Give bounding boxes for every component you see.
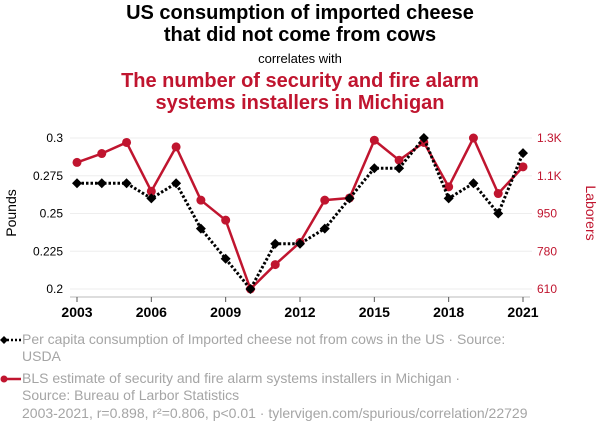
series-installers-point <box>468 133 478 143</box>
series-installers-point <box>122 137 132 147</box>
y-axis-label-right: Laborers <box>583 185 599 240</box>
series-installers-point <box>493 189 503 199</box>
legend-text-installers-line1: BLS estimate of security and fire alarm … <box>22 370 461 386</box>
legend-marker-diamond-dotted-icon <box>0 336 21 344</box>
x-tick-label: 2018 <box>433 304 464 320</box>
x-tick-label: 2003 <box>61 304 92 320</box>
chart-subtitle: correlates with <box>258 51 342 66</box>
y-tick-label-right: 780 <box>537 244 557 258</box>
series-cheese-point <box>121 178 132 189</box>
series-cheese-point <box>493 208 504 219</box>
series-cheese-point <box>220 253 231 264</box>
y-tick-label-left: 0.225 <box>33 244 63 258</box>
series-cheese-point <box>344 193 355 204</box>
y-tick-label-left: 0.275 <box>33 169 63 183</box>
y-tick-label-right: 1.1K <box>537 169 562 183</box>
series-layer <box>72 133 528 294</box>
y-tick-label-left: 0.3 <box>46 131 63 145</box>
chart-plot: 0.2 0.225 0.25 0.275 0.3 610 780 950 1.1K 1.3K 200… <box>3 131 599 320</box>
y-axis-label-left: Pounds <box>3 189 19 236</box>
chart-second-title-line2: systems installers in Michigan <box>155 92 445 114</box>
y-tick-label-right: 610 <box>537 282 557 296</box>
series-cheese-point <box>418 133 429 143</box>
series-cheese-point <box>195 223 206 234</box>
x-tick-label: 2006 <box>136 304 167 320</box>
legend-text-cheese: Per capita consumption of Imported chees… <box>22 331 562 365</box>
series-installers-point <box>72 157 82 167</box>
y-tick-label-right: 950 <box>537 207 557 221</box>
series-cheese-point <box>171 178 182 189</box>
series-installers-point <box>146 186 156 196</box>
series-installers-point <box>97 149 107 159</box>
series-installers-point <box>171 142 181 152</box>
x-tick-label: 2015 <box>359 304 390 320</box>
chart-title-line2: that did not come from cows <box>163 24 437 46</box>
chart-title-line1: US consumption of imported cheese <box>126 2 474 24</box>
series-cheese-point <box>443 193 454 204</box>
y-tick-label-left: 0.2 <box>46 282 63 296</box>
legend-marker-circle-solid-icon <box>0 375 21 383</box>
legend-text-cheese-line1: Per capita consumption of Imported chees… <box>22 331 506 347</box>
series-installers-point <box>518 162 528 172</box>
axes: 0.2 0.225 0.25 0.275 0.3 610 780 950 1.1K 1.3K 200… <box>33 131 562 320</box>
y-tick-label-left: 0.25 <box>40 207 64 221</box>
legend-text-installers: BLS estimate of security and fire alarm … <box>22 370 562 404</box>
series-cheese-point <box>394 163 405 174</box>
series-cheese-point <box>319 223 330 234</box>
series-installers-point <box>369 135 379 145</box>
chart-title: US consumption of imported cheese that d… <box>0 2 600 46</box>
series-cheese-point <box>468 178 479 189</box>
legend-text-installers-line2: Source: Bureau of Larbor Statistics <box>22 387 240 403</box>
series-cheese-point <box>72 178 82 189</box>
stats-footer: 2003-2021, r=0.898, r²=0.806, p<0.01 · t… <box>22 405 528 421</box>
series-cheese-point <box>369 163 380 174</box>
series-installers-point <box>320 195 330 205</box>
series-cheese-point <box>295 238 305 249</box>
series-installers-point <box>196 195 206 205</box>
series-cheese-point <box>146 193 157 204</box>
gridlines <box>70 137 532 290</box>
series-cheese-point <box>245 284 256 294</box>
y-tick-label-right: 1.3K <box>537 131 562 145</box>
series-cheese-point <box>270 238 281 249</box>
legend-text-cheese-line2: USDA <box>22 348 61 364</box>
series-installers-point <box>221 215 231 225</box>
series-cheese-point <box>518 148 528 159</box>
x-tick-label: 2021 <box>507 304 538 320</box>
x-tick-label: 2009 <box>210 304 241 320</box>
chart-second-title: The number of security and fire alarm sy… <box>0 70 600 114</box>
series-cheese-point <box>96 178 107 189</box>
chart-second-title-line1: The number of security and fire alarm <box>121 70 479 92</box>
series-installers-point <box>394 155 404 165</box>
x-tick-label: 2012 <box>284 304 315 320</box>
series-installers-point <box>270 260 280 270</box>
